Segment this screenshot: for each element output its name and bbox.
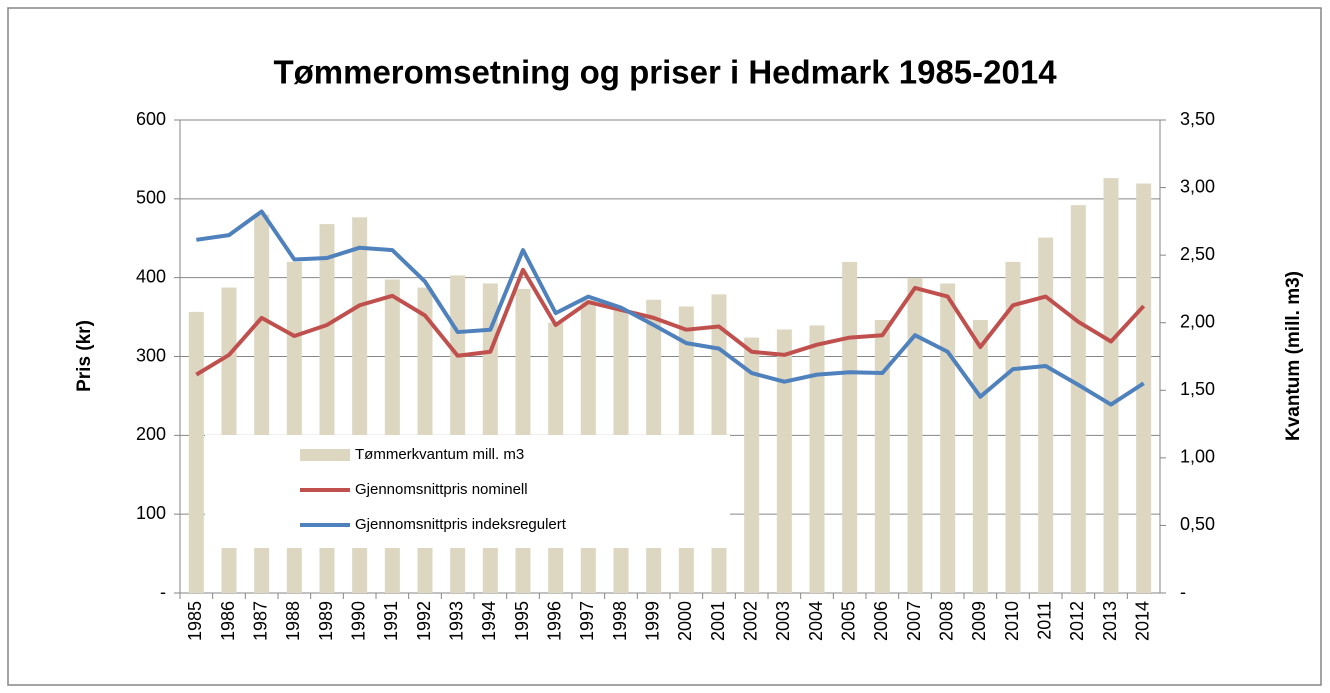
x-tick-label: 2001 bbox=[708, 601, 728, 641]
y-tick-label: 600 bbox=[136, 109, 166, 129]
x-tick-label: 1988 bbox=[283, 601, 303, 641]
y2-tick-label: 2,50 bbox=[1180, 244, 1215, 264]
bar bbox=[940, 283, 956, 593]
x-tick-label: 1990 bbox=[348, 601, 368, 641]
legend-box bbox=[205, 435, 730, 548]
y2-tick-label: 0,50 bbox=[1180, 514, 1215, 534]
x-tick-label: 1989 bbox=[316, 601, 336, 641]
x-tick-label: 1986 bbox=[218, 601, 238, 641]
y2-tick-label: 3,00 bbox=[1180, 176, 1215, 196]
x-tick-label: 1994 bbox=[479, 601, 499, 641]
legend-swatch bbox=[300, 449, 350, 461]
bar bbox=[1005, 261, 1021, 593]
x-tick-label: 1985 bbox=[185, 601, 205, 641]
y-tick-label: 500 bbox=[136, 188, 166, 208]
bar bbox=[744, 337, 760, 593]
x-tick-label: 2009 bbox=[969, 601, 989, 641]
x-tick-label: 2014 bbox=[1132, 601, 1152, 641]
bar bbox=[188, 311, 204, 593]
x-tick-label: 1992 bbox=[414, 601, 434, 641]
legend-label: Gjennomsnittpris nominell bbox=[355, 481, 528, 498]
x-tick-label: 2005 bbox=[838, 601, 858, 641]
chart-border bbox=[7, 7, 1322, 686]
bar bbox=[972, 320, 988, 593]
bar bbox=[1038, 237, 1054, 593]
y2-tick-label: - bbox=[1180, 582, 1186, 602]
x-tick-label: 2006 bbox=[871, 601, 891, 641]
x-tick-label: 1993 bbox=[446, 601, 466, 641]
x-tick-label: 1996 bbox=[544, 601, 564, 641]
line bbox=[196, 209, 1145, 407]
legend-label: Tømmerkvantum mill. m3 bbox=[355, 446, 524, 463]
bar bbox=[1136, 183, 1152, 593]
x-tick-label: 1987 bbox=[250, 601, 270, 641]
y-axis-title: Pris (kr) bbox=[74, 320, 95, 392]
y-tick-label: 400 bbox=[136, 266, 166, 286]
x-tick-label: 2002 bbox=[740, 601, 760, 641]
y2-tick-label: 2,00 bbox=[1180, 311, 1215, 331]
bar bbox=[842, 261, 858, 593]
bar bbox=[1103, 178, 1119, 593]
x-tick-label: 2008 bbox=[936, 601, 956, 641]
legend-label: Gjennomsnittpris indeksregulert bbox=[355, 516, 567, 533]
y2-tick-label: 1,50 bbox=[1180, 379, 1215, 399]
x-tick-label: 1991 bbox=[381, 601, 401, 641]
x-tick-label: 2003 bbox=[773, 601, 793, 641]
x-tick-label: 2010 bbox=[1002, 601, 1022, 641]
bar bbox=[1070, 205, 1086, 593]
bar bbox=[874, 320, 890, 593]
chart-title: Tømmeromsetning og priser i Hedmark 1985… bbox=[273, 54, 1057, 91]
x-tick-label: 2007 bbox=[904, 601, 924, 641]
y-tick-label: 300 bbox=[136, 345, 166, 365]
bar bbox=[809, 325, 825, 593]
x-tick-label: 2012 bbox=[1067, 601, 1087, 641]
x-tick-label: 1999 bbox=[642, 601, 662, 641]
y-tick-label: 200 bbox=[136, 424, 166, 444]
x-tick-label: 2011 bbox=[1034, 601, 1054, 640]
y-tick-label: 100 bbox=[136, 503, 166, 523]
bar bbox=[776, 329, 792, 593]
y2-axis-title: Kvantum (mill. m3) bbox=[1283, 271, 1304, 441]
x-tick-label: 1997 bbox=[577, 601, 597, 641]
x-tick-label: 2000 bbox=[675, 601, 695, 641]
x-tick-label: 2013 bbox=[1100, 601, 1120, 641]
y-tick-label: - bbox=[160, 582, 166, 602]
bar bbox=[907, 278, 923, 593]
y2-tick-label: 1,00 bbox=[1180, 447, 1215, 467]
line bbox=[195, 267, 1146, 377]
x-tick-label: 2004 bbox=[806, 601, 826, 641]
x-tick-label: 1998 bbox=[610, 601, 630, 641]
x-tick-label: 1995 bbox=[512, 601, 532, 641]
y2-tick-label: 3,50 bbox=[1180, 109, 1215, 129]
